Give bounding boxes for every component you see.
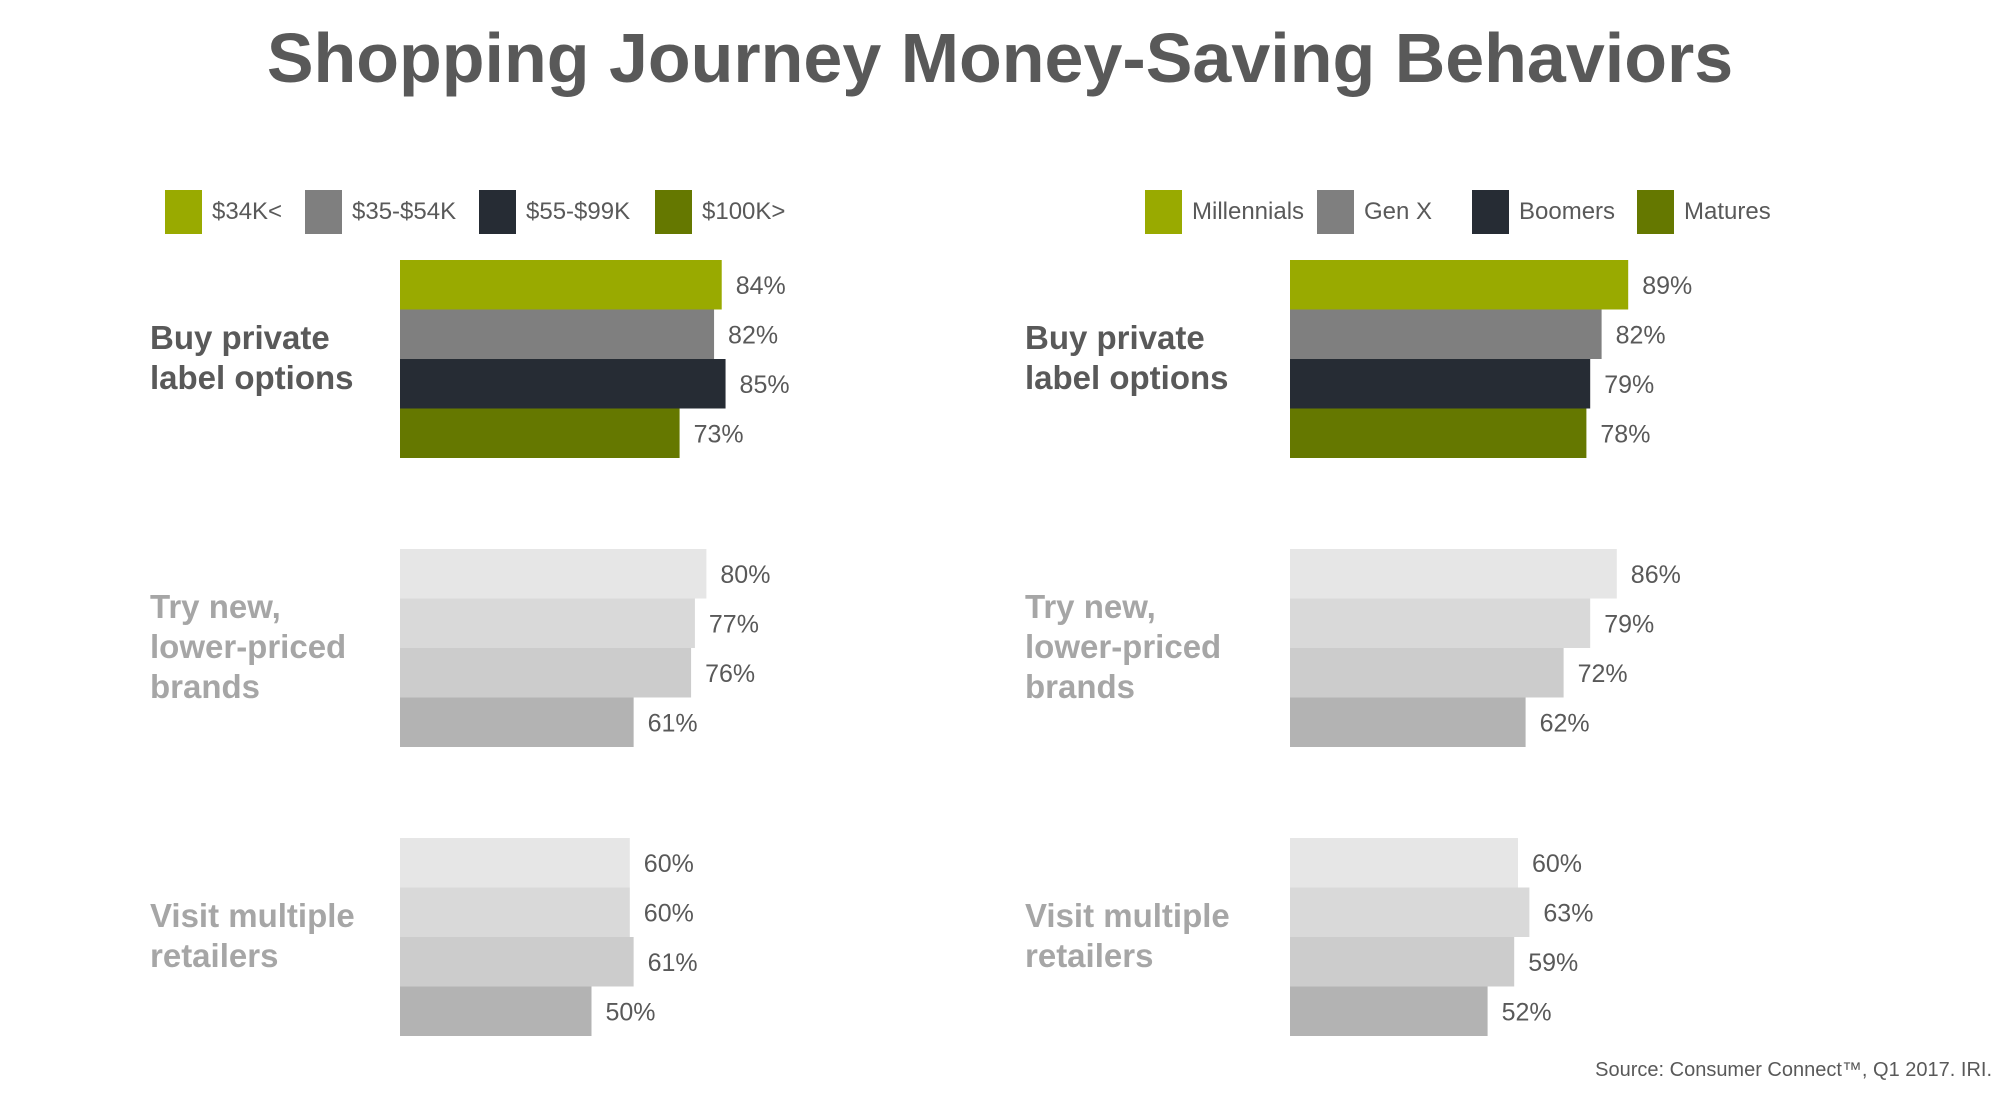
category-label-line: label options	[1025, 359, 1229, 396]
category-label-try-new-lower-priced-brands: Try new, lower-priced brands	[150, 588, 346, 705]
data-label: 60%	[644, 850, 694, 878]
category-label-buy-private-label-options: Buy private label options	[150, 319, 354, 396]
category-label-line: label options	[150, 359, 354, 396]
income-chart-panel: $34K< $35-$54K $55-$99K $100K> Buy private l…	[0, 170, 1000, 1100]
bar-100k-visit-multiple-retailers	[400, 986, 592, 1036]
category-label-line: lower-priced	[150, 628, 346, 665]
data-label: 77%	[709, 610, 759, 638]
legend-swatch	[1472, 190, 1509, 234]
category-label-line: Visit multiple	[1025, 897, 1230, 934]
category-label-try-new-lower-priced-brands: Try new, lower-priced brands	[1025, 588, 1221, 705]
bar-millennials-visit-multiple-retailers	[1290, 838, 1518, 888]
data-label: 50%	[606, 998, 656, 1026]
legend-label: Millennials	[1192, 198, 1305, 225]
bar-34k-buy-private-label-options	[400, 260, 722, 310]
bar-55-99k-try-new-lower-priced-brands	[400, 648, 692, 698]
legend-label: $100K>	[702, 198, 786, 225]
legend-swatch	[165, 190, 202, 234]
legend-item-34k: $34K<	[165, 190, 282, 234]
generation-chart-panel: Millennials Gen X Boomers Matures Buy priva…	[1000, 170, 2000, 1100]
generation-bar-chart: Buy private label options 89% 82% 79% 78% Try …	[1025, 260, 1692, 1036]
bar-35-54k-try-new-lower-priced-brands	[400, 598, 695, 648]
category-label-line: Try new,	[150, 588, 281, 625]
bar-100k-try-new-lower-priced-brands	[400, 697, 634, 747]
bar-boomers-buy-private-label-options	[1290, 359, 1591, 409]
data-label: 78%	[1600, 420, 1650, 448]
category-label-buy-private-label-options: Buy private label options	[1025, 319, 1229, 396]
data-label: 89%	[1642, 272, 1692, 300]
data-label: 79%	[1604, 371, 1654, 399]
category-label-line: lower-priced	[1025, 628, 1221, 665]
bar-boomers-try-new-lower-priced-brands	[1290, 648, 1564, 698]
data-label: 72%	[1578, 660, 1628, 688]
bar-35-54k-buy-private-label-options	[400, 309, 715, 359]
data-label: 85%	[740, 371, 790, 399]
data-label: 59%	[1528, 949, 1578, 977]
legend-swatch	[1145, 190, 1182, 234]
data-label: 60%	[1532, 850, 1582, 878]
legend-item-matures: Matures	[1637, 190, 1771, 234]
category-label-line: Buy private	[150, 319, 330, 356]
legend-label: $55-$99K	[526, 198, 631, 225]
bar-millennials-buy-private-label-options	[1290, 260, 1629, 310]
category-label-line: brands	[1025, 668, 1135, 705]
bar-matures-try-new-lower-priced-brands	[1290, 697, 1526, 747]
bar-100k-buy-private-label-options	[400, 408, 680, 458]
legend-label: Gen X	[1364, 198, 1433, 225]
category-label-line: Buy private	[1025, 319, 1205, 356]
category-label-line: brands	[150, 668, 260, 705]
legend-swatch	[1637, 190, 1674, 234]
legend-item-millennials: Millennials	[1145, 190, 1304, 234]
chart-title: Shopping Journey Money-Saving Behaviors	[266, 19, 1734, 97]
legend-label: $35-$54K	[352, 198, 457, 225]
data-label: 73%	[694, 420, 744, 448]
bar-millennials-try-new-lower-priced-brands	[1290, 549, 1617, 599]
data-label: 82%	[1616, 321, 1666, 349]
legend-item-35-54k: $35-$54K	[305, 190, 456, 234]
legend-swatch	[479, 190, 516, 234]
legend-swatch	[305, 190, 342, 234]
bar-boomers-visit-multiple-retailers	[1290, 937, 1515, 987]
data-label: 84%	[736, 272, 786, 300]
bar-55-99k-buy-private-label-options	[400, 359, 726, 409]
bar-34k-try-new-lower-priced-brands	[400, 549, 707, 599]
bar-35-54k-visit-multiple-retailers	[400, 887, 630, 937]
bar-gen-x-try-new-lower-priced-brands	[1290, 598, 1591, 648]
bar-matures-buy-private-label-options	[1290, 408, 1587, 458]
legend-label: $34K<	[212, 198, 283, 225]
bar-gen-x-buy-private-label-options	[1290, 309, 1602, 359]
legend-item-boomers: Boomers	[1472, 190, 1615, 234]
source-note: Source: Consumer Connect™, Q1 2017. IRI.	[1595, 1059, 1992, 1081]
category-label-visit-multiple-retailers: Visit multiple retailers	[150, 897, 355, 974]
bar-matures-visit-multiple-retailers	[1290, 986, 1488, 1036]
legend-label: Matures	[1684, 198, 1771, 225]
bar-gen-x-visit-multiple-retailers	[1290, 887, 1530, 937]
data-label: 76%	[705, 660, 755, 688]
legend-item-100k: $100K>	[655, 190, 785, 234]
data-label: 80%	[720, 561, 770, 589]
data-label: 52%	[1502, 998, 1552, 1026]
data-label: 62%	[1540, 709, 1590, 737]
data-label: 82%	[728, 321, 778, 349]
data-label: 79%	[1604, 610, 1654, 638]
legend-item-55-99k: $55-$99K	[479, 190, 630, 234]
category-label-line: Visit multiple	[150, 897, 355, 934]
bar-55-99k-visit-multiple-retailers	[400, 937, 634, 987]
data-label: 86%	[1631, 561, 1681, 589]
category-label-line: retailers	[1025, 937, 1153, 974]
income-bar-chart: Buy private label options 84% 82% 85% 73% Try …	[150, 260, 790, 1036]
legend-label: Boomers	[1519, 198, 1616, 225]
data-label: 61%	[648, 949, 698, 977]
legend-swatch	[655, 190, 692, 234]
category-label-line: retailers	[150, 937, 278, 974]
legend-item-gen-x: Gen X	[1317, 190, 1432, 234]
data-label: 61%	[648, 709, 698, 737]
data-label: 60%	[644, 899, 694, 927]
legend-swatch	[1317, 190, 1354, 234]
bar-34k-visit-multiple-retailers	[400, 838, 630, 888]
data-label: 63%	[1543, 899, 1593, 927]
category-label-line: Try new,	[1025, 588, 1156, 625]
category-label-visit-multiple-retailers: Visit multiple retailers	[1025, 897, 1230, 974]
